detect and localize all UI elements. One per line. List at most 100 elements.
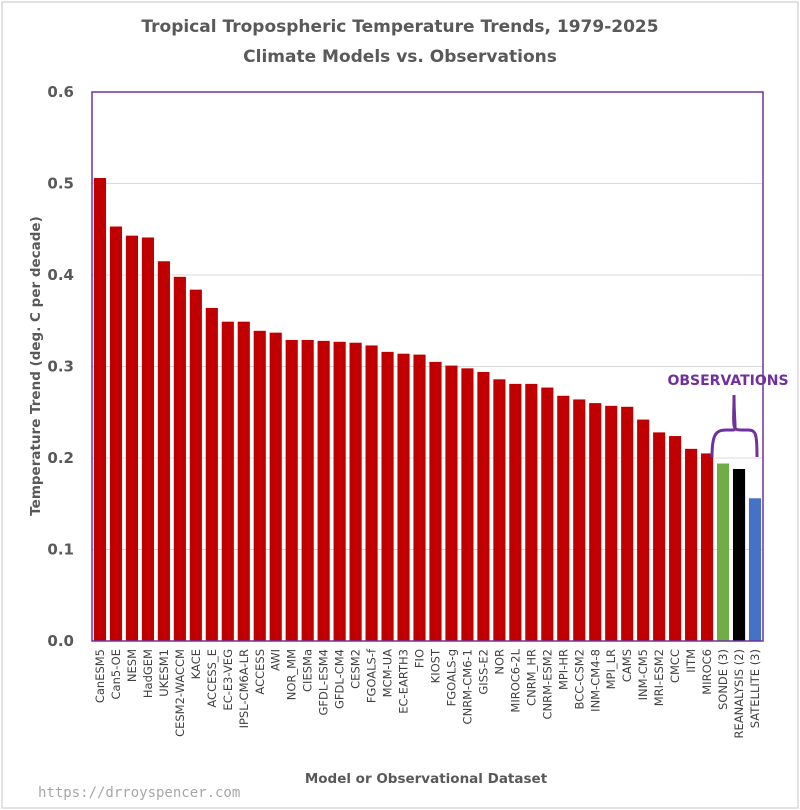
bar-gfdl-cm4 bbox=[333, 341, 346, 641]
x-tick-label: HadGEM bbox=[141, 649, 155, 698]
bar-fgoals-f bbox=[365, 345, 378, 641]
y-axis-label: Temperature Trend (deg. C per decade) bbox=[28, 216, 44, 516]
x-tick-label: EC-E3-VEG bbox=[221, 649, 235, 711]
bar-nesm bbox=[125, 235, 139, 641]
x-tick-label: CESM2 bbox=[349, 649, 363, 689]
bar-mcm-ua bbox=[381, 351, 394, 641]
x-tick-label: GFDL-CM4 bbox=[333, 649, 347, 709]
x-tick-label: CNRM-CM6-1 bbox=[460, 649, 474, 724]
x-tick-label: KIOST bbox=[428, 648, 442, 683]
x-tick-label: FGOALS-f bbox=[365, 648, 379, 703]
bar-access-e bbox=[205, 307, 218, 641]
bar-ukesm1 bbox=[157, 261, 170, 641]
chart-subtitle: Climate Models vs. Observations bbox=[243, 47, 557, 67]
bar-mri-esm2 bbox=[653, 432, 666, 641]
bar-cams bbox=[621, 406, 634, 641]
y-tick-label: 0.2 bbox=[47, 449, 74, 467]
bars bbox=[93, 178, 762, 642]
x-tick-label: MRI-ESM2 bbox=[652, 649, 666, 706]
bar-bcc-csm2 bbox=[573, 399, 586, 641]
y-axis-ticks: 0.0 0.1 0.2 0.3 0.4 0.5 0.6 bbox=[47, 83, 74, 650]
bar-cesm2-waccm bbox=[173, 276, 186, 641]
x-tick-label: MPI_LR bbox=[604, 649, 618, 689]
x-tick-label: Can5-OE bbox=[109, 649, 123, 699]
x-tick-label: CNRM-ESM2 bbox=[540, 649, 554, 720]
bar-nor bbox=[493, 379, 506, 641]
bar-fgoals-g bbox=[445, 365, 458, 641]
x-tick-label: FIO bbox=[413, 649, 427, 668]
bar-inm-cm5 bbox=[637, 419, 650, 641]
y-tick-label: 0.1 bbox=[47, 541, 74, 559]
x-tick-label: INM-CM4-8 bbox=[588, 649, 602, 712]
bar-mpi-lr bbox=[605, 405, 618, 641]
bar-mpi-hr bbox=[557, 395, 570, 641]
x-tick-label: NOR bbox=[492, 649, 506, 675]
x-tick-label: REANALYSIS (2) bbox=[732, 649, 746, 738]
y-tick-label: 0.5 bbox=[47, 175, 74, 193]
x-axis-label: Model or Observational Dataset bbox=[305, 771, 548, 787]
bar-ipsl-cm6a-lr bbox=[237, 321, 250, 641]
x-tick-label: INM-CM5 bbox=[636, 649, 650, 700]
x-tick-label: CNRM_HR bbox=[524, 649, 538, 706]
bar-cmcc bbox=[669, 436, 682, 641]
x-tick-label: AWI bbox=[269, 649, 283, 671]
bar-canesm5 bbox=[93, 178, 107, 641]
chart-title: Tropical Tropospheric Temperature Trends… bbox=[141, 17, 658, 37]
y-tick-label: 0.0 bbox=[47, 632, 74, 650]
x-tick-label: IPSL-CM6A-LR bbox=[237, 649, 251, 728]
x-tick-label: BCC-CSM2 bbox=[572, 649, 586, 709]
bar-inm-cm4-8 bbox=[589, 403, 602, 641]
x-tick-label: CAMS bbox=[620, 649, 634, 682]
x-tick-label: EC-EARTH3 bbox=[397, 649, 411, 714]
x-tick-label: CanESM5 bbox=[93, 649, 107, 703]
bar-gfdl-esm4 bbox=[317, 340, 330, 641]
x-tick-label: CESM2-WACCM bbox=[173, 649, 187, 737]
bar-iitm bbox=[685, 448, 698, 641]
bar-ec-e3-veg bbox=[221, 321, 234, 641]
y-tick-label: 0.6 bbox=[47, 83, 74, 101]
x-tick-label: MPI-HR bbox=[556, 649, 570, 690]
bar-giss-e2 bbox=[477, 371, 490, 641]
x-tick-label: SONDE (3) bbox=[716, 649, 730, 710]
bar-cnrm-cm6-1 bbox=[461, 368, 474, 641]
bar-cnrm-esm2 bbox=[541, 387, 554, 641]
bar-fio bbox=[413, 354, 426, 641]
x-tick-label: SATELLITE (3) bbox=[748, 649, 762, 728]
observations-annotation: OBSERVATIONS bbox=[667, 373, 788, 389]
bar-kiost bbox=[429, 361, 442, 641]
bar-ec-earth3 bbox=[397, 353, 410, 641]
plot-frame bbox=[91, 91, 764, 642]
x-tick-label: NESM bbox=[125, 649, 139, 682]
x-tick-label: ACCESS bbox=[253, 649, 267, 695]
x-tick-label: CMCC bbox=[668, 649, 682, 683]
bar-cesm2 bbox=[349, 342, 362, 641]
bar-reanalysis-2 bbox=[732, 468, 746, 641]
watermark: https://drroyspencer.com bbox=[38, 785, 240, 801]
x-tick-label: NOR_MM bbox=[285, 649, 299, 700]
x-tick-label: GFDL-ESM4 bbox=[317, 649, 331, 716]
bar-miroc6-2l bbox=[509, 383, 522, 641]
y-tick-label: 0.4 bbox=[47, 266, 74, 284]
x-tick-label: CIESMa bbox=[301, 649, 315, 692]
bar-nor-mm bbox=[285, 339, 298, 641]
bar-kace bbox=[189, 289, 202, 641]
x-axis-labels: CanESM5 Can5-OE NESM HadGEM UKESM1 CESM2-WACC… bbox=[93, 648, 762, 738]
x-tick-label: IITM bbox=[684, 649, 698, 673]
bar-sonde-3 bbox=[716, 463, 730, 641]
bar-ciesma bbox=[301, 339, 314, 641]
x-tick-label: MCM-UA bbox=[381, 649, 395, 697]
x-tick-label: MIROC6 bbox=[700, 649, 714, 695]
bar-can5-oe bbox=[109, 226, 123, 641]
bar-hadgem bbox=[141, 237, 154, 642]
y-tick-label: 0.3 bbox=[47, 358, 74, 376]
x-tick-label: MIROC6-2L bbox=[508, 648, 522, 712]
x-tick-label: FGOALS-g bbox=[444, 649, 458, 706]
observations-bracket bbox=[710, 394, 759, 458]
bar-cnrm-hr bbox=[525, 383, 538, 641]
x-tick-label: GISS-E2 bbox=[476, 649, 490, 695]
x-tick-label: KACE bbox=[189, 649, 203, 679]
bar-satellite-3 bbox=[748, 498, 762, 641]
bar-miroc6 bbox=[701, 453, 714, 641]
x-tick-label: ACCESS_E bbox=[205, 649, 219, 708]
